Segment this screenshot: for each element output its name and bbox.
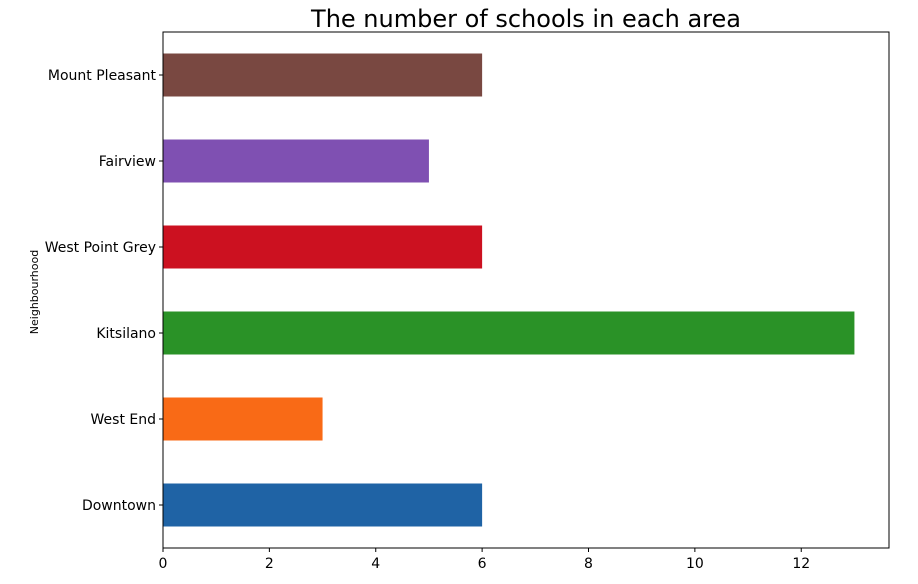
- y-axis-ticks: Downtown West End Kitsilano West Point Grey…: [45, 68, 163, 514]
- bars: [163, 53, 855, 527]
- bar-downtown: [163, 483, 483, 527]
- bar-fairview: [163, 139, 429, 183]
- y-tick-label: Mount Pleasant: [48, 68, 157, 84]
- x-tick-label: 10: [686, 556, 704, 572]
- x-axis-ticks: 0 2 4 6 8 10 12: [159, 548, 810, 572]
- bar-west-end: [163, 397, 323, 441]
- chart-title: The number of schools in each area: [310, 5, 741, 33]
- y-tick-label: Kitsilano: [96, 326, 156, 342]
- x-tick-label: 2: [265, 556, 274, 572]
- y-tick-label: Fairview: [99, 154, 156, 170]
- x-tick-label: 8: [584, 556, 593, 572]
- x-tick-label: 12: [792, 556, 810, 572]
- y-tick-label: West End: [91, 412, 156, 428]
- y-tick-label: Downtown: [82, 498, 156, 514]
- bar-kitsilano: [163, 311, 855, 355]
- y-tick-label: West Point Grey: [45, 240, 156, 256]
- x-tick-label: 0: [159, 556, 168, 572]
- x-tick-label: 4: [371, 556, 380, 572]
- bar-mount-pleasant: [163, 53, 483, 97]
- x-tick-label: 6: [478, 556, 487, 572]
- plot-frame: [162, 31, 890, 549]
- y-axis-label: Neighbourhood: [28, 250, 41, 334]
- bar-west-point-grey: [163, 225, 483, 269]
